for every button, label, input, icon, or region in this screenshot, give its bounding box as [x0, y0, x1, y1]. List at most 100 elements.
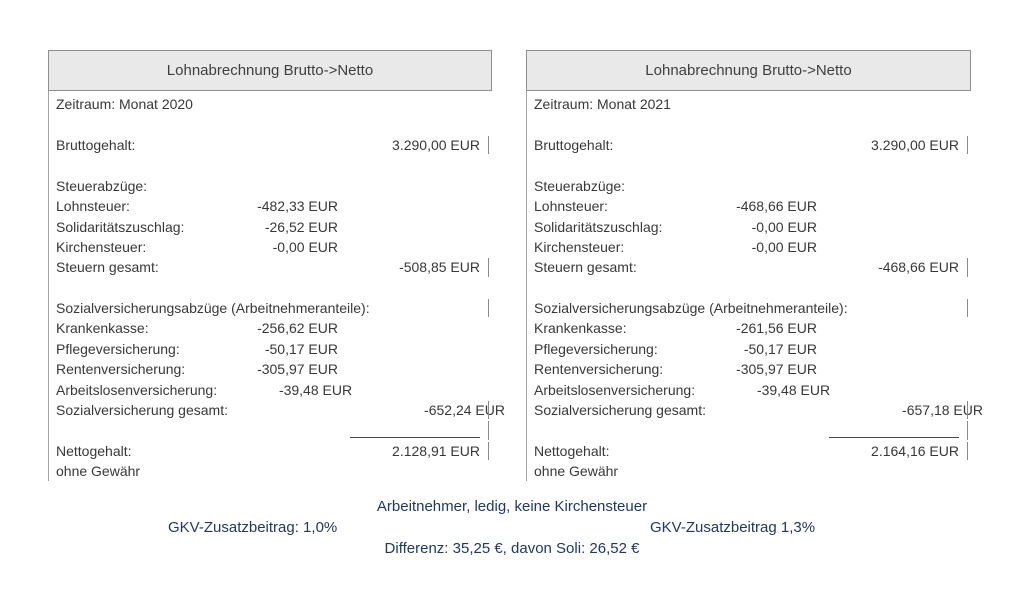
table-row: Arbeitslosenversicherung: -39,48 EUR	[527, 379, 971, 399]
difference-note: Differenz: 35,25 €, davon Soli: 26,52 €	[384, 540, 640, 557]
row-label: ohne Gewähr	[534, 463, 619, 480]
row-label: Steuern gesamt:	[534, 259, 637, 276]
table-row: Sozialversicherungsabzüge (Arbeitnehmera…	[527, 298, 971, 318]
row-label: Steuern gesamt:	[56, 259, 159, 276]
table-row	[527, 420, 971, 441]
row-label: Solidaritätszuschlag:	[534, 218, 663, 235]
panel-title: Lohnabrechnung Brutto->Netto	[48, 50, 492, 91]
row-label: Sozialversicherungsabzüge (Arbeitnehmera…	[56, 300, 370, 317]
row-label: Nettogehalt:	[56, 442, 132, 459]
table-row	[49, 155, 492, 175]
row-label: Zeitraum: Monat 2021	[534, 96, 671, 113]
row-label: Krankenkasse:	[56, 320, 149, 337]
row-label: Sozialversicherung gesamt:	[56, 402, 228, 419]
row-label: Nettogehalt:	[534, 442, 610, 459]
row-total: 3.290,00 EUR	[392, 136, 480, 153]
table-row: Krankenkasse: -256,62 EUR	[49, 318, 492, 338]
row-label: Kirchensteuer:	[56, 238, 147, 255]
row-label: Sozialversicherung gesamt:	[534, 402, 706, 419]
table-row: Rentenversicherung: -305,97 EUR	[527, 359, 971, 379]
gkv-rate-2020: GKV-Zusatzbeitrag: 1,0%	[168, 519, 338, 536]
payslip-table-2020: Zeitraum: Monat 2020 Bruttogehalt: 3.290,0…	[48, 91, 505, 482]
table-row: Nettogehalt: 2.128,91 EUR	[49, 441, 492, 461]
table-row: Bruttogehalt: 3.290,00 EUR	[49, 135, 492, 155]
row-amount: -50,17 EUR	[743, 340, 817, 357]
row-amount: -39,48 EUR	[278, 381, 353, 398]
row-amount: -305,97 EUR	[736, 361, 817, 378]
row-total: 3.290,00 EUR	[871, 136, 959, 153]
row-label: Bruttogehalt:	[56, 136, 136, 153]
table-row: Kirchensteuer: -0,00 EUR	[527, 237, 971, 257]
row-label: Arbeitslosenversicherung:	[534, 381, 696, 398]
table-row: Arbeitslosenversicherung: -39,48 EUR	[49, 379, 492, 399]
payslip-panel-2021: Lohnabrechnung Brutto->Netto Zeitraum: M…	[526, 50, 983, 482]
table-row	[49, 420, 492, 441]
table-row: Solidaritätszuschlag: -0,00 EUR	[527, 216, 971, 236]
panel-title: Lohnabrechnung Brutto->Netto	[526, 50, 971, 91]
row-amount: -0,00 EUR	[751, 238, 817, 255]
row-amount: -0,00 EUR	[272, 238, 338, 255]
row-label: Rentenversicherung:	[56, 361, 186, 378]
row-total: -657,18 EUR	[902, 402, 983, 419]
table-row: Steuern gesamt: -508,85 EUR	[49, 257, 492, 277]
row-label: Pflegeversicherung:	[534, 340, 658, 357]
table-row	[49, 114, 492, 134]
row-total: 2.164,16 EUR	[871, 442, 959, 459]
scenario-note: Arbeitnehmer, ledig, keine Kirchensteuer	[376, 498, 648, 515]
row-total: -508,85 EUR	[399, 259, 480, 276]
row-label: Solidaritätszuschlag:	[56, 218, 185, 235]
row-amount: -39,48 EUR	[756, 381, 831, 398]
table-row: Steuerabzüge:	[49, 176, 492, 196]
row-label: ohne Gewähr	[56, 463, 141, 480]
table-row: Lohnsteuer: -482,33 EUR	[49, 196, 492, 216]
gkv-rate-2021: GKV-Zusatzbeitrag 1,3%	[650, 519, 816, 536]
row-amount: -0,00 EUR	[751, 218, 817, 235]
row-label: Krankenkasse:	[534, 320, 627, 337]
table-row: Lohnsteuer: -468,66 EUR	[527, 196, 971, 216]
table-row: Solidaritätszuschlag: -26,52 EUR	[49, 216, 492, 236]
row-label: Arbeitslosenversicherung:	[56, 381, 218, 398]
table-row: Pflegeversicherung: -50,17 EUR	[49, 339, 492, 359]
row-label: Kirchensteuer:	[534, 238, 625, 255]
row-label: Bruttogehalt:	[534, 136, 614, 153]
row-label: Lohnsteuer:	[56, 198, 130, 215]
row-label: Pflegeversicherung:	[56, 340, 180, 357]
row-total: -652,24 EUR	[424, 402, 505, 419]
row-amount: -261,56 EUR	[736, 320, 817, 337]
row-amount: -256,62 EUR	[257, 320, 338, 337]
table-row: Pflegeversicherung: -50,17 EUR	[527, 339, 971, 359]
row-amount: -50,17 EUR	[264, 340, 338, 357]
payslip-table-2021: Zeitraum: Monat 2021 Bruttogehalt: 3.290,0…	[526, 91, 983, 482]
table-row	[527, 278, 971, 298]
table-row: Sozialversicherung gesamt: -652,24 EUR	[49, 400, 505, 420]
row-amount: -305,97 EUR	[257, 361, 338, 378]
table-row: ohne Gewähr	[527, 461, 971, 481]
row-total: -468,66 EUR	[878, 259, 959, 276]
table-row: Zeitraum: Monat 2020	[49, 94, 492, 114]
footer-notes: Arbeitnehmer, ledig, keine Kirchensteuer…	[0, 496, 1024, 559]
row-amount: -26,52 EUR	[264, 218, 338, 235]
table-row: Rentenversicherung: -305,97 EUR	[49, 359, 492, 379]
table-row: Sozialversicherungsabzüge (Arbeitnehmera…	[49, 298, 492, 318]
row-label: Sozialversicherungsabzüge (Arbeitnehmera…	[534, 300, 848, 317]
row-label: Zeitraum: Monat 2020	[56, 96, 193, 113]
row-amount: -468,66 EUR	[736, 198, 817, 215]
table-row: Steuerabzüge:	[527, 176, 971, 196]
row-total: 2.128,91 EUR	[392, 442, 480, 459]
table-row: Steuern gesamt: -468,66 EUR	[527, 257, 971, 277]
row-label: Rentenversicherung:	[534, 361, 664, 378]
gkv-rates-line: GKV-Zusatzbeitrag: 1,0% GKV-Zusatzbeitra…	[0, 517, 1024, 538]
row-label: Steuerabzüge:	[534, 177, 626, 194]
payslip-panel-2020: Lohnabrechnung Brutto->Netto Zeitraum: M…	[48, 50, 505, 482]
table-row: Nettogehalt: 2.164,16 EUR	[527, 441, 971, 461]
table-row	[49, 278, 492, 298]
table-row: ohne Gewähr	[49, 461, 492, 481]
table-row	[527, 114, 971, 134]
table-row	[527, 155, 971, 175]
row-amount: -482,33 EUR	[257, 198, 338, 215]
table-row: Sozialversicherung gesamt: -657,18 EUR	[527, 400, 983, 420]
table-row: Bruttogehalt: 3.290,00 EUR	[527, 135, 971, 155]
row-label: Steuerabzüge:	[56, 177, 148, 194]
table-row: Zeitraum: Monat 2021	[527, 94, 971, 114]
